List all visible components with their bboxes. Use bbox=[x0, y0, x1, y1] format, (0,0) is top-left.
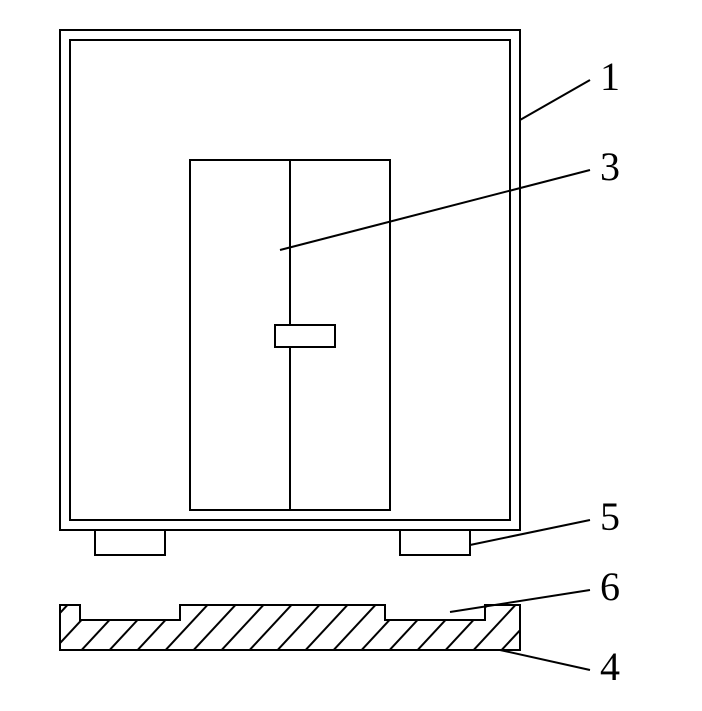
callout-label-1: 1 bbox=[600, 54, 620, 99]
callout-line-1 bbox=[520, 80, 590, 120]
foot-1 bbox=[95, 530, 165, 555]
callout-6: 6 bbox=[450, 564, 620, 612]
foot-2 bbox=[400, 530, 470, 555]
callout-label-4: 4 bbox=[600, 644, 620, 689]
door-handle bbox=[275, 325, 335, 347]
callout-label-3: 3 bbox=[600, 144, 620, 189]
callout-line-3 bbox=[280, 170, 590, 250]
callout-line-5 bbox=[470, 520, 590, 545]
callout-line-4 bbox=[500, 650, 590, 670]
callout-label-5: 5 bbox=[600, 494, 620, 539]
callout-label-6: 6 bbox=[600, 564, 620, 609]
callout-1: 1 bbox=[520, 54, 620, 120]
